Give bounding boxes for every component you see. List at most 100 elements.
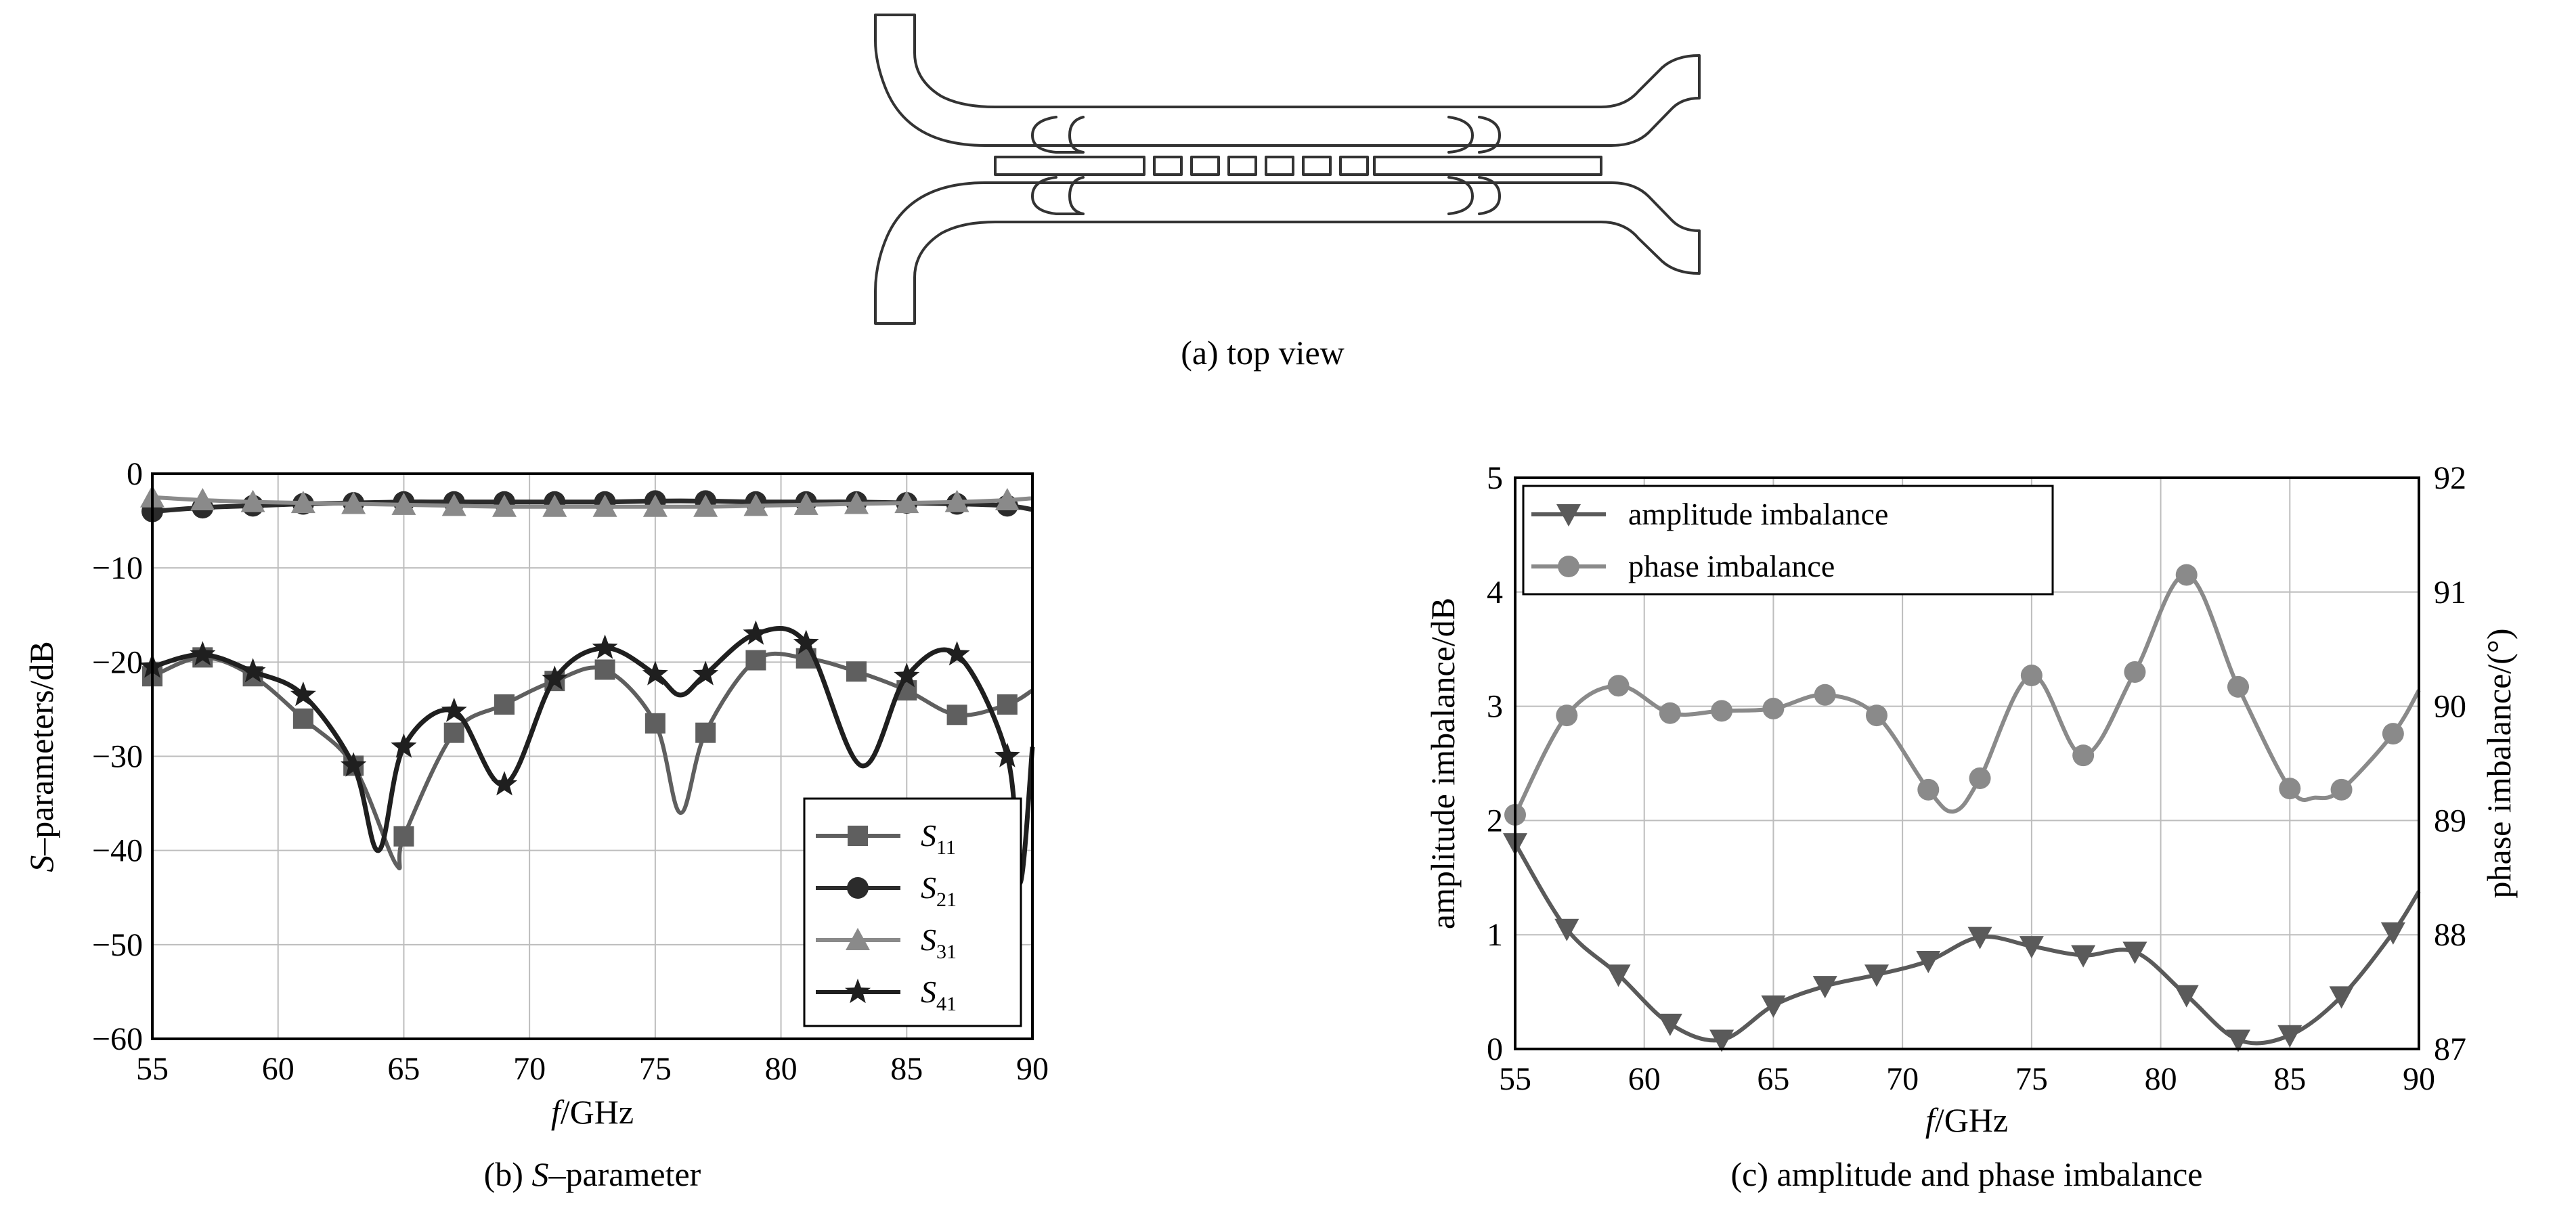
point-amplitude-imbalance xyxy=(1761,995,1786,1018)
point-s11 xyxy=(846,661,867,682)
point-amplitude-imbalance xyxy=(2071,945,2096,968)
point-s41 xyxy=(592,634,618,659)
point-s41 xyxy=(290,682,316,707)
x-tick-label: 80 xyxy=(2145,1061,2177,1097)
x-tick-label: 55 xyxy=(136,1051,169,1087)
point-s41 xyxy=(693,661,719,686)
point-s11 xyxy=(443,722,464,743)
point-s11 xyxy=(494,694,515,715)
y2-tick-label: 88 xyxy=(2434,917,2466,953)
point-phase-imbalance xyxy=(1556,705,1578,727)
y-tick-label: 5 xyxy=(1487,460,1503,496)
y-tick-label: −60 xyxy=(92,1021,143,1057)
point-amplitude-imbalance xyxy=(1554,918,1579,941)
legend-b: S11 S21 S31 S41 xyxy=(803,797,1022,1027)
point-phase-imbalance xyxy=(1866,705,1887,727)
point-s31 xyxy=(341,491,366,514)
y-tick-label: 3 xyxy=(1487,689,1503,725)
y-tick-label: −50 xyxy=(92,927,143,963)
x-tick-label: 65 xyxy=(387,1051,420,1087)
legend-marker-s41 xyxy=(845,979,871,1004)
x-ticks-c: 55 60 65 70 75 80 85 90 xyxy=(1499,1061,2435,1097)
y2-tick-label: 87 xyxy=(2434,1031,2466,1067)
point-s11 xyxy=(292,708,313,729)
plot-frame-c xyxy=(1514,476,2420,1050)
y-axis-label-c: amplitude imbalance/dB xyxy=(1424,598,1462,929)
point-phase-imbalance xyxy=(2382,723,2404,745)
point-phase-imbalance xyxy=(1969,767,1991,789)
upper-coupling-rounding xyxy=(1031,116,1501,154)
point-amplitude-imbalance xyxy=(1709,1029,1734,1052)
center-strip-left xyxy=(994,156,1145,176)
point-amplitude-imbalance xyxy=(2380,922,2405,945)
legend-box-c xyxy=(1522,485,2054,596)
x-ticks-b: 55 60 65 70 75 80 85 90 xyxy=(136,1051,1049,1087)
x-tick-label: 75 xyxy=(2015,1061,2048,1097)
point-s41 xyxy=(944,641,970,666)
slot-6 xyxy=(1339,156,1369,176)
x-tick-label: 90 xyxy=(2403,1061,2435,1097)
point-phase-imbalance xyxy=(1711,700,1733,722)
point-s41 xyxy=(341,752,367,777)
point-phase-imbalance xyxy=(2330,778,2353,801)
legend-label-s21: S21 xyxy=(921,870,957,911)
point-s11 xyxy=(393,826,414,847)
slot-3 xyxy=(1227,156,1257,176)
point-s41 xyxy=(240,658,266,683)
point-amplitude-imbalance xyxy=(1812,976,1837,999)
legend-marker-s21 xyxy=(847,877,869,899)
point-s41 xyxy=(743,620,769,645)
x-axis-label-c: f/GHz xyxy=(1925,1101,2008,1139)
x-tick-label: 60 xyxy=(1628,1061,1661,1097)
legend-marker-amplitude-imbalance xyxy=(1556,504,1581,527)
upper-transmission-line xyxy=(874,14,1701,147)
y-tick-label: 4 xyxy=(1487,575,1503,610)
legend-label-s11: S11 xyxy=(921,818,956,859)
legend-label-amplitude-imbalance: amplitude imbalance xyxy=(1628,497,1888,531)
y-tick-label: 0 xyxy=(1487,1031,1503,1067)
x-tick-label: 60 xyxy=(262,1051,294,1087)
caption-a: (a) top view xyxy=(1181,334,1345,372)
series-c xyxy=(1503,564,2421,1052)
y2-tick-label: 92 xyxy=(2434,460,2466,496)
point-amplitude-imbalance xyxy=(1916,951,1941,974)
point-s41 xyxy=(190,641,216,666)
y2-axis-label-c: phase imbalance/(°) xyxy=(2480,629,2518,899)
lower-transmission-line xyxy=(874,181,1701,325)
point-phase-imbalance xyxy=(2175,564,2198,586)
point-phase-imbalance xyxy=(2279,778,2301,800)
y-tick-label: 1 xyxy=(1487,917,1503,953)
y2-tick-label: 89 xyxy=(2434,803,2466,839)
point-s41 xyxy=(642,661,668,686)
y-tick-label: −30 xyxy=(92,739,143,775)
plot-frame-b xyxy=(151,472,1034,1040)
point-phase-imbalance xyxy=(1814,684,1836,706)
y-tick-label: 0 xyxy=(127,456,143,492)
point-s41 xyxy=(894,663,920,688)
series-line-amplitude-imbalance xyxy=(1513,842,2421,1046)
point-s41 xyxy=(492,771,517,796)
lower-coupling-rounding xyxy=(1031,176,1501,215)
point-phase-imbalance xyxy=(1607,675,1630,697)
point-s31 xyxy=(793,492,818,515)
point-phase-imbalance xyxy=(2227,675,2249,698)
point-amplitude-imbalance xyxy=(1864,964,1889,987)
y-tick-label: 2 xyxy=(1487,803,1503,839)
point-s31 xyxy=(441,493,466,516)
point-s31 xyxy=(944,489,969,512)
x-tick-label: 85 xyxy=(2273,1061,2306,1097)
legend-marker-phase-imbalance xyxy=(1558,556,1579,577)
legend-marker-s31 xyxy=(846,928,870,950)
slot-5 xyxy=(1302,156,1332,176)
point-amplitude-imbalance xyxy=(2226,1029,2250,1052)
caption-c: (c) amplitude and phase imbalance xyxy=(1731,1155,2203,1193)
point-s41 xyxy=(793,629,819,654)
x-tick-label: 90 xyxy=(1016,1051,1049,1087)
point-s31 xyxy=(995,487,1020,510)
caption-b: (b) S–parameter xyxy=(484,1155,701,1193)
point-s41 xyxy=(391,733,417,758)
slot-2 xyxy=(1190,156,1220,176)
y-ticks-b: 0 −10 −20 −30 −40 −50 −60 xyxy=(92,456,143,1057)
x-tick-label: 70 xyxy=(513,1051,546,1087)
